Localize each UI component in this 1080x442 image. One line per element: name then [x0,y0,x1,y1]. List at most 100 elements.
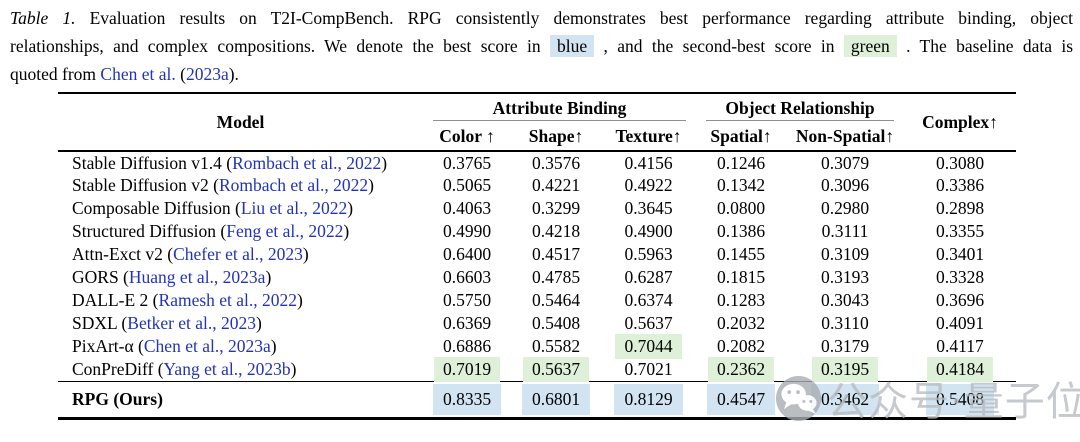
model-text: Stable Diffusion v2 ( [72,175,219,195]
table-row: SDXL (Betker et al., 2023) 0.6369 0.5408 0.… [58,312,1016,335]
score-cell: 0.5750 [423,289,511,312]
table-header: Model Attribute Binding Object Relations… [58,93,1017,152]
group-header-attribute-binding: Attribute Binding [423,93,696,123]
score-value: 0.4091 [935,313,985,333]
score-value: 0.4517 [531,244,581,264]
citation-link[interactable]: Rombach et al., 2022 [218,175,369,195]
score-value: 0.5464 [531,290,581,310]
citation-link[interactable]: Huang et al., 2023a [128,267,266,287]
caption-text: ). [228,64,239,84]
score-value: 0.3043 [820,290,870,310]
table-row: Stable Diffusion v1.4 (Rombach et al., 2… [58,151,1016,174]
score-value: 0.3645 [624,198,673,218]
citation-link[interactable]: Chen et al., 2023a [143,336,271,356]
model-name: PixArt-α (Chen et al., 2023a) [58,335,423,358]
caption-text: . The baseline data is [896,36,1074,56]
score-value: 0.4221 [531,175,581,195]
citation-link[interactable]: Betker et al., 2023 [127,313,257,333]
score-cell: 0.4517 [511,243,601,266]
caption-line: quoted from Chen et al. (2023a). [10,60,1073,88]
model-text: Stable Diffusion v1.4 ( [72,152,233,173]
model-text: ) [343,221,350,241]
score-cell: 0.2082 [696,335,786,358]
header-sub-row: Color ↑ Shape↑ Texture↑ Spatial↑ Non-Spa… [58,123,1016,152]
table-row: ConPreDiff (Yang et al., 2023b) 0.7019 0.5… [58,356,1016,382]
score-cell: 0.7019 [423,356,511,382]
score-value: 0.3299 [531,198,581,218]
score-value: 0.3386 [935,175,985,195]
score-cell: 0.8335 [423,380,511,420]
citation-link[interactable]: 2023a [185,64,229,84]
score-cell: 0.6374 [601,289,696,312]
score-value: 0.2082 [716,336,766,356]
score-cell: 0.4900 [601,220,696,243]
table-row: Structured Diffusion (Feng et al., 2022)… [58,220,1016,243]
score-cell: 0.5582 [511,335,601,358]
score-cell: 0.4221 [511,174,601,197]
score-value-blue-highlight: 0.3462 [810,383,880,415]
score-value: 0.6369 [442,313,492,333]
table-row: Composable Diffusion (Liu et al., 2022) 0… [58,197,1016,220]
score-cell: 0.6886 [423,335,511,358]
header-group-row: Model Attribute Binding Object Relations… [58,93,1017,152]
citation-link[interactable]: Rombach et al., 2022 [232,152,382,173]
model-text: ) [270,336,277,356]
model-text: ) [256,313,262,333]
model-text: ConPreDiff ( [72,358,164,379]
group-header-object-relationship: Object Relationship [696,93,904,123]
citation-link[interactable]: Ramesh et al., 2022 [158,290,298,310]
col-header-non-spatial: Non-Spatial↑ [786,123,905,152]
score-value: 0.4785 [531,267,581,287]
score-value: 0.1283 [716,290,766,310]
score-cell: 0.5637 [511,356,601,382]
caption-text: quoted from [10,64,101,84]
score-cell: 0.1342 [696,174,786,197]
citation-link[interactable]: Yang et al., 2023b [163,358,291,379]
citation-link[interactable]: Chefer et al., 2023 [173,244,303,264]
model-text: GORS ( [72,267,129,287]
model-text: ) [297,290,303,310]
score-cell: 0.3195 [786,356,904,382]
score-cell: 0.4218 [511,220,601,243]
caption-text: ( [175,64,186,84]
score-value: 0.4156 [624,152,673,173]
score-value: 0.3110 [821,313,869,333]
score-cell: 0.3043 [786,289,904,312]
score-value: 0.2032 [716,313,766,333]
score-cell: 0.3355 [904,220,1016,243]
score-cell: 0.3645 [601,197,696,220]
score-value-blue-highlight: 0.5408 [925,383,995,415]
score-cell: 0.3386 [904,174,1016,197]
model-name: Attn-Exct v2 (Chefer et al., 2023) [58,243,423,266]
caption-text: , and the second-best score in [594,36,844,56]
score-value-green-highlight: 0.7044 [615,334,682,359]
table-body: Stable Diffusion v1.4 (Rombach et al., 2… [58,151,1017,420]
score-cell: 0.3096 [786,174,904,197]
model-name: Composable Diffusion (Liu et al., 2022) [58,197,423,220]
score-value: 0.3696 [935,290,985,310]
model-name: ConPreDiff (Yang et al., 2023b) [58,358,423,381]
model-text: ) [290,358,297,379]
model-name: GORS (Huang et al., 2023a) [58,266,423,289]
score-cell: 0.6369 [423,312,511,335]
model-text: Structured Diffusion ( [72,221,227,241]
model-text: ) [347,198,354,218]
citation-link[interactable]: Chen et al. [100,64,176,84]
score-cell: 0.5464 [511,289,601,312]
model-text: PixArt-α ( [72,336,144,356]
score-value: 0.3355 [935,221,985,241]
score-cell: 0.4117 [904,335,1016,358]
model-name: Structured Diffusion (Feng et al., 2022) [58,220,423,243]
col-header-spatial: Spatial↑ [696,123,787,152]
score-value: 0.6603 [442,267,492,287]
model-name: RPG (Ours) [58,380,423,420]
col-header-shape: Shape↑ [511,123,601,152]
score-cell: 0.3299 [511,197,601,220]
score-value: 0.4218 [531,221,581,241]
citation-link[interactable]: Feng et al., 2022 [226,221,344,241]
model-text: ) [368,175,374,195]
score-value-green-highlight: 0.4184 [926,356,994,382]
score-cell: 0.3079 [786,151,904,174]
citation-link[interactable]: Liu et al., 2022 [240,198,348,218]
